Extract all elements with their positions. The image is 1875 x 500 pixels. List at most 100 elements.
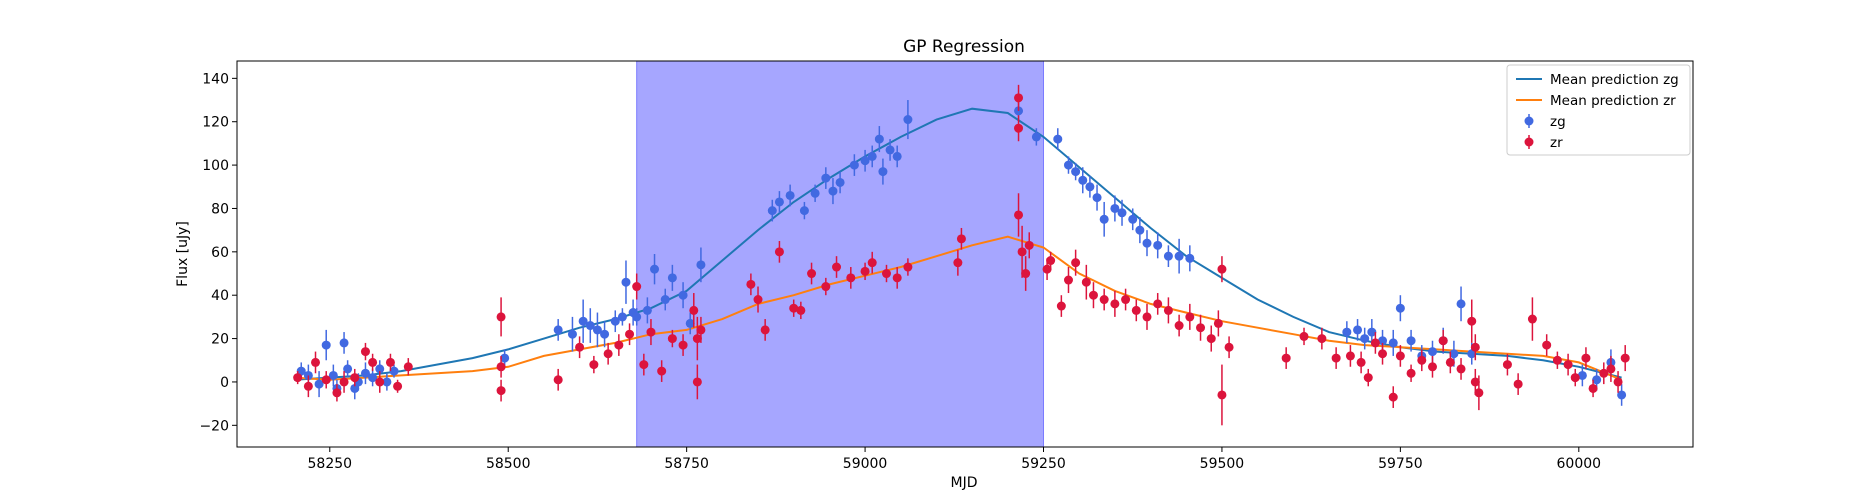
data-point: [1128, 214, 1138, 224]
x-axis-label: MJD: [951, 475, 978, 491]
data-point: [1552, 355, 1562, 365]
data-point: [403, 362, 413, 372]
data-point: [1131, 305, 1141, 315]
data-point: [810, 188, 820, 198]
data-point: [553, 375, 563, 385]
data-point: [660, 295, 670, 305]
data-point: [382, 377, 392, 387]
data-point: [1014, 93, 1024, 103]
data-point: [592, 325, 602, 335]
data-point: [646, 327, 656, 337]
data-point: [600, 329, 610, 339]
data-point: [878, 167, 888, 177]
y-tick-label: 40: [211, 288, 229, 304]
legend: Mean prediction zg Mean prediction zr zg…: [1506, 64, 1691, 156]
x-tick-label: 60000: [1557, 456, 1602, 472]
data-point: [303, 381, 313, 391]
data-point: [1081, 277, 1091, 287]
data-point: [1042, 264, 1052, 274]
data-point: [321, 375, 331, 385]
data-point: [614, 340, 624, 350]
data-point: [1021, 269, 1031, 279]
data-point: [1135, 225, 1145, 235]
data-point: [314, 379, 324, 389]
shaded-region: [636, 60, 1045, 448]
data-point: [1014, 123, 1024, 133]
data-point: [667, 273, 677, 283]
data-point: [821, 173, 831, 183]
data-point: [385, 357, 395, 367]
data-point: [1224, 342, 1234, 352]
data-point: [1088, 290, 1098, 300]
data-point: [881, 269, 891, 279]
legend-point: [1524, 116, 1534, 126]
x-tick-label: 59500: [1200, 456, 1245, 472]
y-tick-label: 20: [211, 332, 229, 348]
data-point: [375, 364, 385, 374]
data-point: [1367, 327, 1377, 337]
series-points-2: [296, 100, 1627, 406]
data-point: [1153, 299, 1163, 309]
data-point: [567, 329, 577, 339]
data-point: [789, 303, 799, 313]
data-point: [657, 366, 667, 376]
data-point: [1395, 351, 1405, 361]
data-point: [1606, 364, 1616, 374]
data-point: [849, 160, 859, 170]
data-point: [1163, 251, 1173, 261]
y-tick-label: 0: [220, 375, 229, 391]
legend-label-zg: zg: [1550, 114, 1566, 130]
data-point: [1071, 258, 1081, 268]
data-point: [621, 277, 631, 287]
data-point: [603, 349, 613, 359]
data-point: [1017, 247, 1027, 257]
data-point: [496, 386, 506, 396]
data-point: [953, 258, 963, 268]
data-point: [1581, 353, 1591, 363]
data-point: [311, 357, 321, 367]
legend-label-zg-mean: Mean prediction zg: [1550, 72, 1679, 88]
legend-point: [1524, 137, 1534, 147]
data-point: [796, 305, 806, 315]
data-point: [328, 370, 338, 380]
data-point: [903, 262, 913, 272]
data-point: [885, 145, 895, 155]
data-point: [1406, 368, 1416, 378]
data-point: [1117, 208, 1127, 218]
data-point: [828, 186, 838, 196]
data-point: [1317, 334, 1327, 344]
data-point: [500, 353, 510, 363]
data-point: [874, 134, 884, 144]
data-point: [1470, 377, 1480, 387]
data-point: [639, 360, 649, 370]
data-point: [585, 321, 595, 331]
data-point: [867, 151, 877, 161]
x-tick-label: 58250: [308, 456, 353, 472]
data-point: [1363, 373, 1373, 383]
data-point: [368, 373, 378, 383]
data-point: [1142, 238, 1152, 248]
data-point: [1142, 312, 1152, 322]
data-point: [1078, 175, 1088, 185]
y-axis-label: Flux [uJy]: [175, 221, 191, 287]
data-point: [1356, 357, 1366, 367]
y-tick-label: 80: [211, 201, 229, 217]
data-point: [343, 364, 353, 374]
data-point: [321, 340, 331, 350]
data-point: [1378, 336, 1388, 346]
data-point: [1474, 388, 1484, 398]
data-point: [1449, 349, 1459, 359]
data-point: [1470, 342, 1480, 352]
data-point: [1502, 360, 1512, 370]
data-point: [578, 316, 588, 326]
x-tick-label: 58500: [486, 456, 531, 472]
data-point: [1388, 392, 1398, 402]
series-points-3: [293, 84, 1630, 426]
x-tick-label: 59250: [1021, 456, 1066, 472]
data-point: [1046, 256, 1056, 266]
y-tick-label: 100: [202, 158, 229, 174]
data-point: [1071, 167, 1081, 177]
data-point: [610, 316, 620, 326]
data-point: [350, 373, 360, 383]
